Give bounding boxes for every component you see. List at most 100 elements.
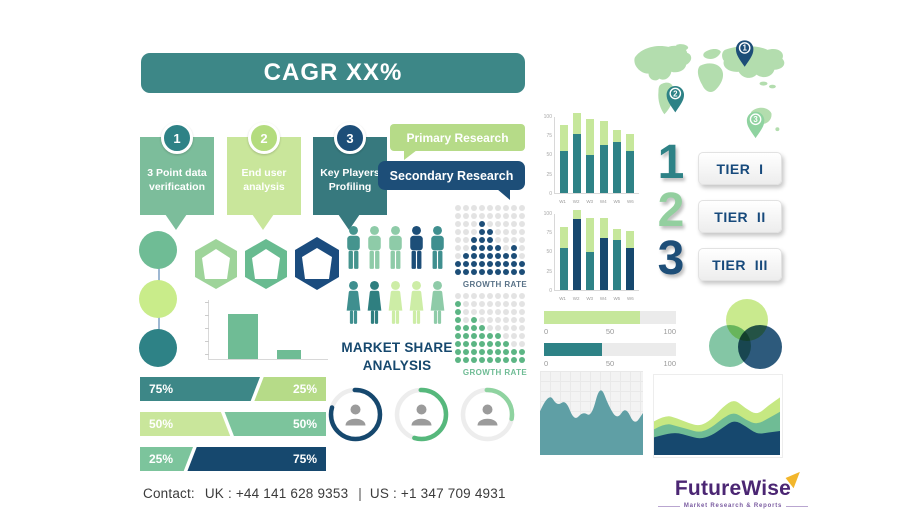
bar-segment-top [612,129,621,143]
people-row [344,225,448,277]
dot-matrix-green: GROWTH RATE [455,293,535,377]
dot [479,213,485,219]
dot [519,245,525,251]
x-axis-labels: W1 W2 W3 W4 W5 W6 [554,296,639,301]
progress-track [544,311,676,324]
dot [487,349,493,355]
dot [455,317,461,323]
dot [495,213,501,219]
dot [511,237,517,243]
dot [511,341,517,347]
dot [455,309,461,315]
dot [511,205,517,211]
man-icon [344,225,363,277]
speech-tail [497,189,510,200]
mountain-area-svg [540,390,643,455]
area-chart-mountain [540,371,643,455]
dot [479,333,485,339]
dot [511,229,517,235]
dot [495,333,501,339]
dot [463,269,469,275]
dot [495,349,501,355]
dot [511,317,517,323]
dot [463,253,469,259]
dot [455,341,461,347]
dot [511,245,517,251]
split-right-label: 50% [292,417,317,431]
dot [503,261,509,267]
dot [479,237,485,243]
bar-segment-top [560,124,569,152]
y-axis-tick: 50 [546,249,552,256]
dot [463,301,469,307]
x-tick: W2 [572,296,580,301]
dot [471,253,477,259]
dot [455,333,461,339]
dot [519,309,525,315]
dot [455,205,461,211]
map-pin-3: 3 [746,111,765,139]
tier-row-3: 3 TIER III [648,234,788,288]
primary-research-label: Primary Research [406,130,509,145]
dot [511,269,517,275]
scale-tick: 100 [663,359,676,368]
dot [519,261,525,267]
logo-tagline: Market Research & Reports [658,503,808,509]
dot [511,221,517,227]
bar-segment-base [612,142,621,193]
x-tick: W2 [572,199,580,204]
y-axis-tick: 50 [546,152,552,159]
stacked-bar [599,217,608,290]
bar-segment-base [573,133,582,193]
dot [487,269,493,275]
dot [479,341,485,347]
dot [519,325,525,331]
dot [479,245,485,251]
plot-area [554,210,639,291]
dot [503,341,509,347]
x-tick: W1 [559,296,566,301]
split-right-label: 25% [292,382,317,396]
dot [519,213,525,219]
dot [455,325,461,331]
donut-gauges [327,386,516,443]
dot [471,341,477,347]
tier-label: TIER III [712,256,768,273]
dot [463,213,469,219]
dot [519,333,525,339]
dot [479,317,485,323]
market-share-line2: ANALYSIS [362,358,432,374]
split-bar-row: 50% 50% [140,412,326,436]
dot [471,357,477,363]
split-right-segment [224,412,326,436]
tier-label-pill: TIER I [698,152,782,185]
dot [479,229,485,235]
dot [455,221,461,227]
dot [495,253,501,259]
dot [495,309,501,315]
split-bar-row: 75% 25% [140,377,326,401]
dot [487,213,493,219]
bar-segment-top [612,229,621,240]
dot [479,301,485,307]
donut-gauge [393,386,450,443]
dot [511,261,517,267]
dot [519,349,525,355]
dot [479,269,485,275]
dot [487,317,493,323]
stacked-bar [625,231,634,290]
dot [495,237,501,243]
dot [479,309,485,315]
svg-text:2: 2 [673,89,678,98]
dot [503,317,509,323]
svg-text:1: 1 [742,44,747,53]
man-icon [407,225,426,277]
people-row [344,280,448,332]
dot [503,357,509,363]
y-axis-tick: 75 [546,133,552,140]
dot [519,205,525,211]
hexagon-shapes [195,237,339,290]
stacked-bar [560,226,569,290]
contact-label: Contact: [143,486,195,501]
